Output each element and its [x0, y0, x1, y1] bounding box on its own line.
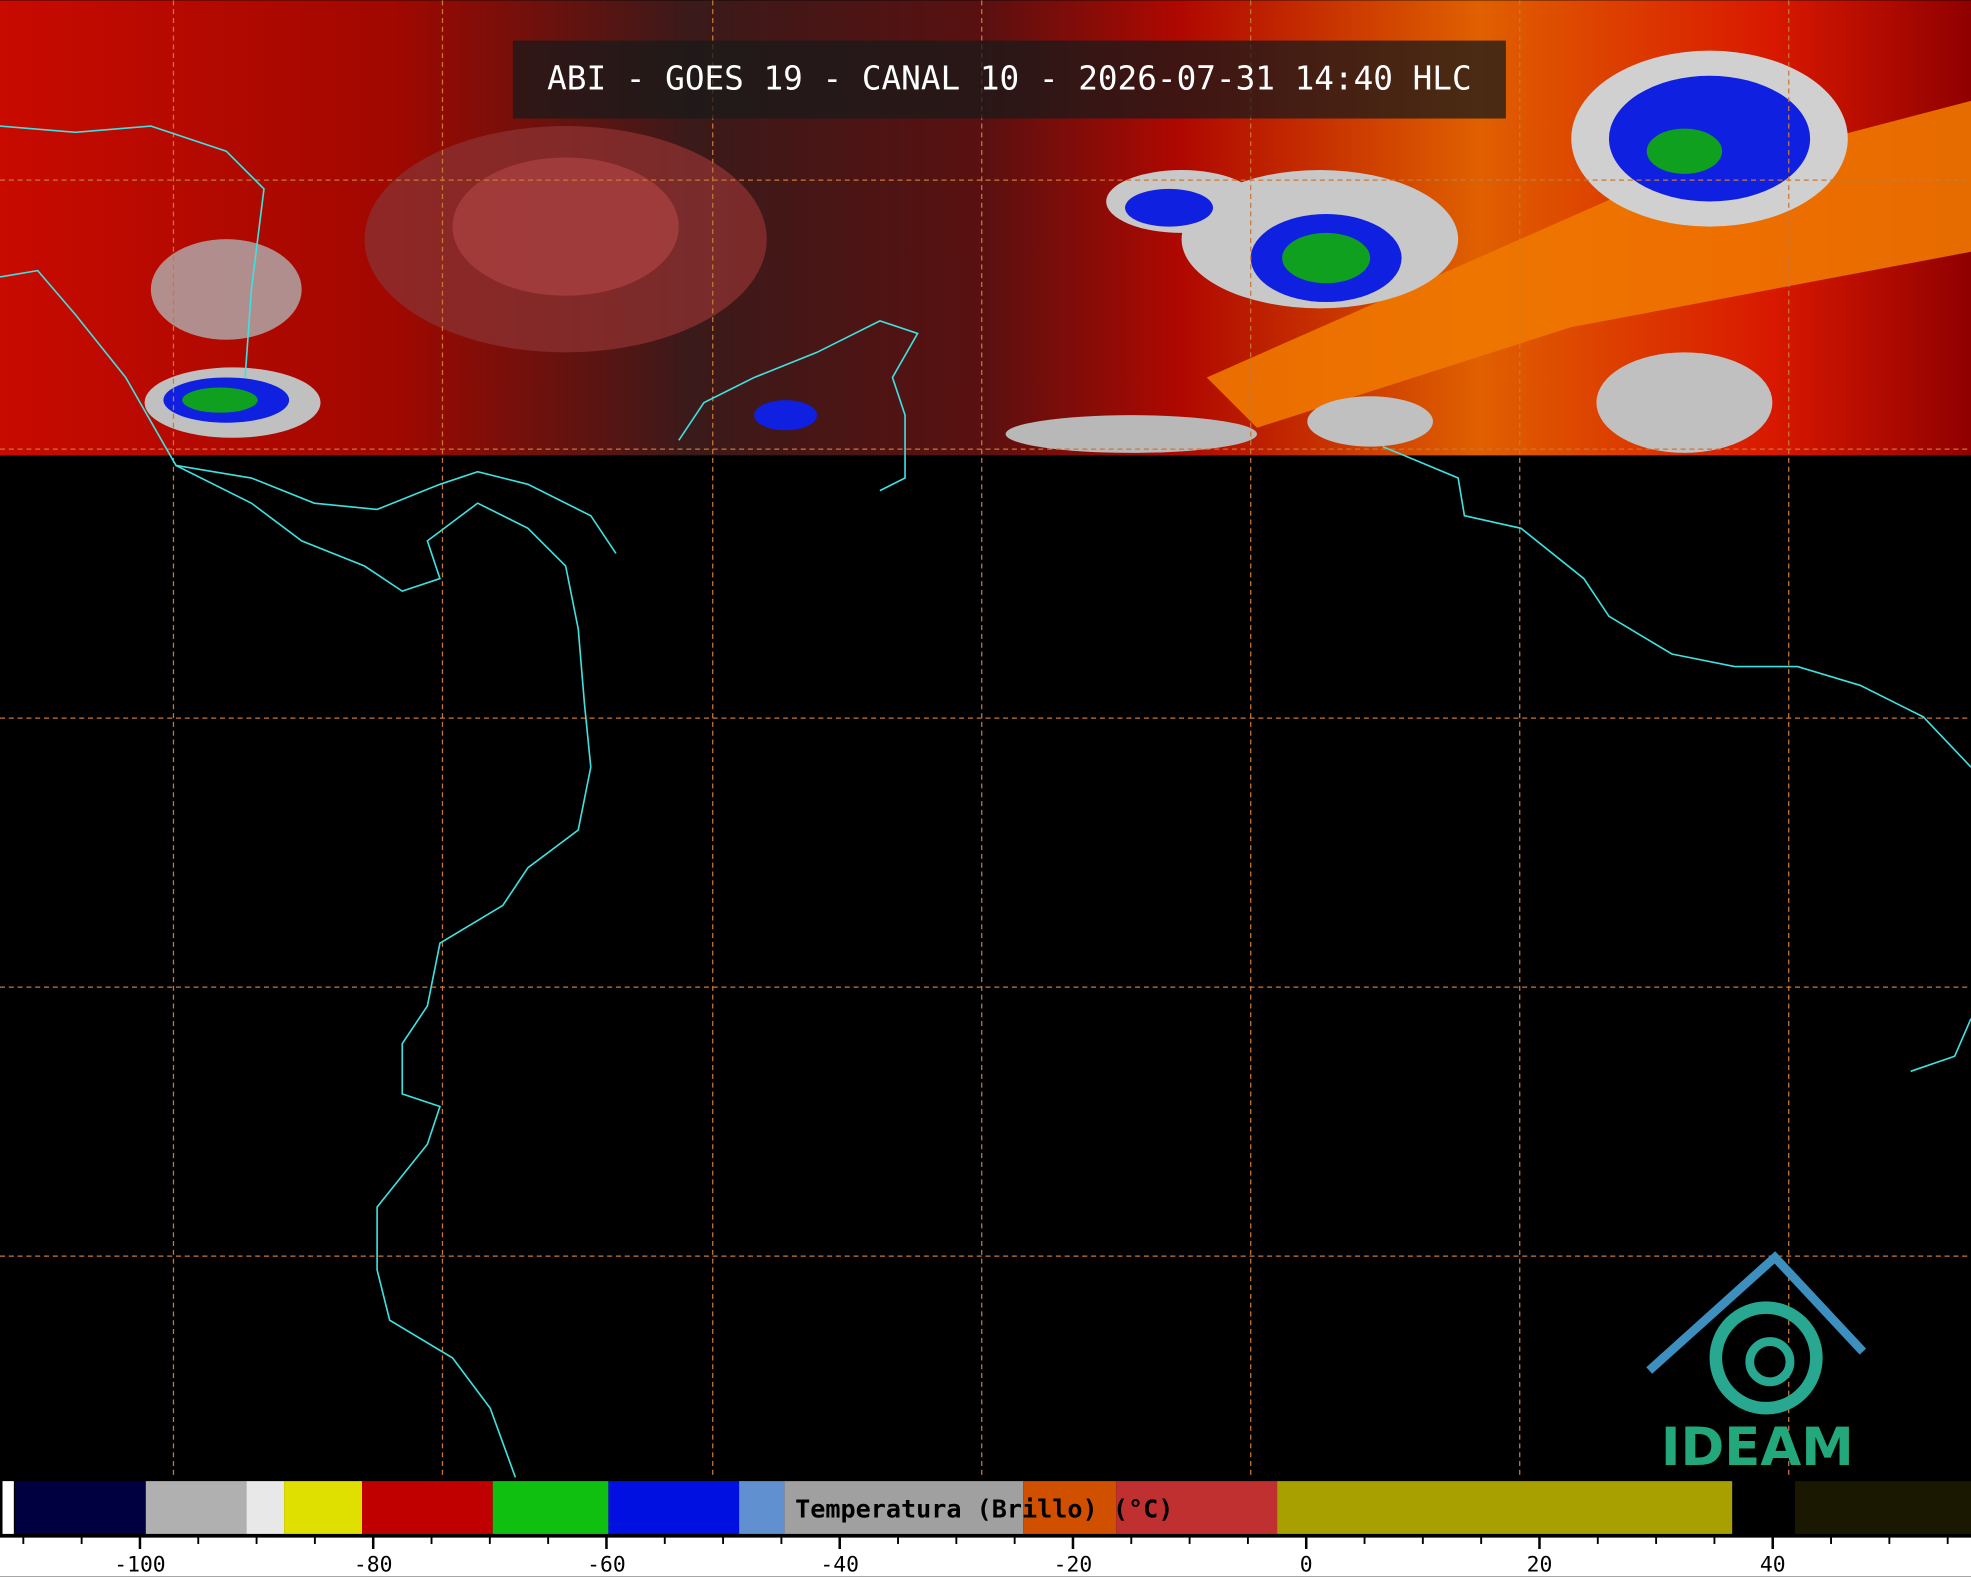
tick-label: 20 — [1527, 1553, 1553, 1577]
logo-text: IDEAM — [1661, 1417, 1854, 1478]
tick-label: 40 — [1760, 1553, 1786, 1577]
tick-label: -100 — [114, 1553, 165, 1577]
graticule — [0, 0, 1971, 1478]
tick-label: -80 — [354, 1553, 393, 1577]
tick-label: -40 — [820, 1553, 859, 1577]
coastlines — [0, 125, 1971, 1478]
tick-label: 0 — [1300, 1553, 1313, 1577]
title-box — [512, 40, 1506, 119]
logo: IDEAM — [1646, 1251, 1867, 1478]
colorbar-label: Temperatura (Brillo) (°C) — [795, 1495, 1173, 1524]
colorbar: Temperatura (Brillo) (°C) -100 -80 -60 -40 -… — [0, 1478, 1971, 1577]
tick-label: -60 — [587, 1553, 626, 1577]
title: ABI - GOES 19 - CANAL 10 - 2026-07-31 14… — [547, 60, 1471, 98]
tick-label: -20 — [1054, 1553, 1093, 1577]
